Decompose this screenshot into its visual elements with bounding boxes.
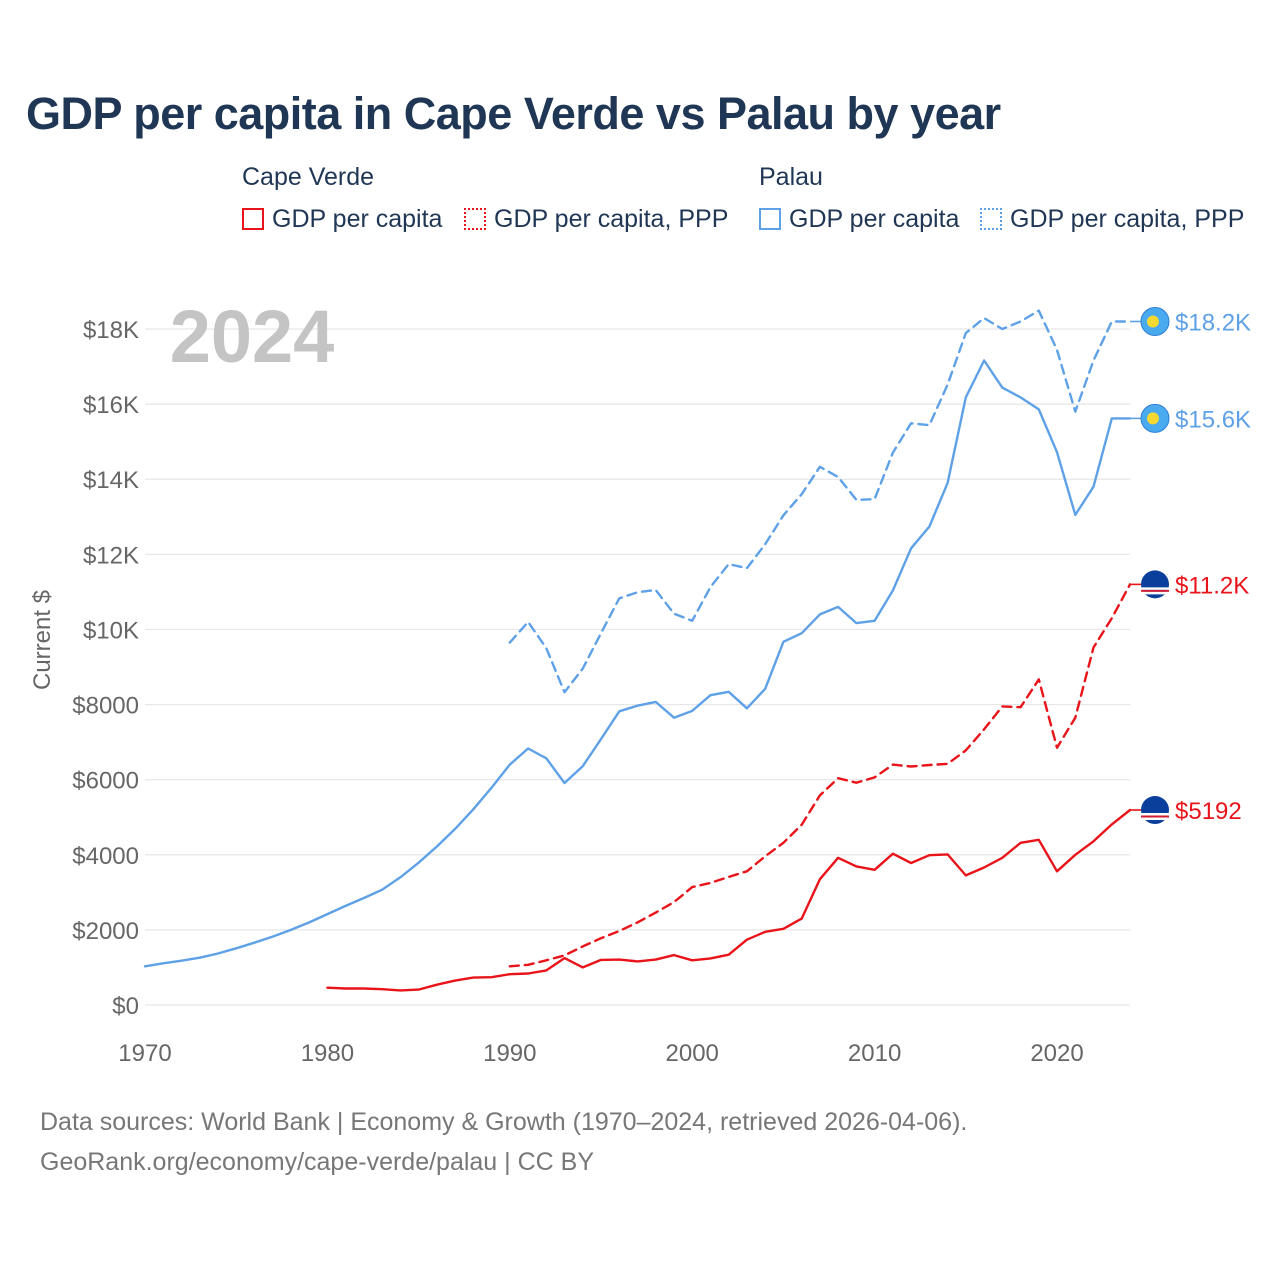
end-value-label: $18.2K: [1175, 309, 1251, 336]
legend-item-palau-ppp[interactable]: GDP per capita, PPP: [980, 204, 1244, 234]
series-line-palau-ppp: [508, 309, 1132, 694]
legend-swatch-solid-blue: [759, 208, 781, 230]
legend-group-cape-verde: Cape Verde: [242, 163, 375, 191]
x-tick-label: 2010: [848, 1040, 901, 1067]
palau-flag-icon: [1140, 403, 1170, 433]
series-line-cape_verde-gdp: [326, 808, 1132, 992]
y-tick-label: $4000: [72, 843, 139, 870]
x-tick-label: 2020: [1030, 1040, 1083, 1067]
series-line-palau-gdp: [143, 359, 1132, 968]
legend-item-palau-gdp[interactable]: GDP per capita: [759, 204, 959, 234]
flag-stripe-white: [1141, 817, 1169, 821]
legend-label: GDP per capita: [789, 204, 960, 233]
palau-flag-icon: [1140, 306, 1170, 336]
y-axis-title: Current $: [29, 590, 56, 690]
x-tick-label: 1990: [483, 1040, 536, 1067]
y-tick-label: $18K: [83, 317, 139, 344]
legend-label: GDP per capita, PPP: [1010, 204, 1245, 233]
legend-item-cape-verde-gdp[interactable]: GDP per capita: [242, 204, 442, 234]
flag-stripe-white: [1141, 813, 1169, 816]
cape-verde-flag-icon: [1141, 796, 1169, 825]
legend-swatch-dotted-red: [464, 208, 486, 230]
legend-swatch-dotted-blue: [980, 208, 1002, 230]
end-labels: $15.6K $18.2K $5192 $11.2K: [1130, 306, 1251, 825]
gridlines: [145, 328, 1130, 1006]
cape-verde-flag-icon: [1141, 570, 1169, 599]
end-value-label: $11.2K: [1175, 572, 1249, 599]
source-line-2[interactable]: GeoRank.org/economy/cape-verde/palau | C…: [40, 1148, 595, 1176]
chart-title: GDP per capita in Cape Verde vs Palau by…: [26, 88, 1001, 139]
y-tick-label: $16K: [83, 392, 139, 419]
flag-moon: [1147, 412, 1159, 425]
y-tick-label: $2000: [72, 918, 139, 945]
legend-swatch-solid-red: [242, 208, 264, 230]
y-tick-label: $12K: [83, 542, 139, 569]
axes: 2024 Current $ $0 $2000 $4000 $6000 $8000 $10…: [29, 295, 1084, 1067]
flag-moon: [1147, 315, 1159, 328]
y-tick-label: $10K: [83, 617, 139, 644]
series-line-cape_verde-ppp: [508, 583, 1132, 968]
x-tick-label: 2000: [666, 1040, 719, 1067]
x-tick-label: 1980: [301, 1040, 354, 1067]
flag-stripe-red: [1141, 589, 1169, 592]
y-tick-label: $8000: [72, 693, 139, 720]
y-tick-label: $0: [112, 993, 139, 1020]
y-tick-label: $6000: [72, 768, 139, 795]
legend-label: GDP per capita, PPP: [494, 204, 729, 233]
legend-item-cape-verde-ppp[interactable]: GDP per capita, PPP: [464, 204, 728, 234]
x-tick-label: 1970: [118, 1040, 171, 1067]
flag-stripe-white: [1141, 591, 1169, 595]
y-tick-label: $14K: [83, 467, 139, 494]
end-value-label: $15.6K: [1175, 406, 1251, 433]
flag-stripe-red: [1141, 815, 1169, 818]
source-line-1: Data sources: World Bank | Economy & Gro…: [40, 1108, 968, 1136]
series: [143, 309, 1132, 992]
legend-group-palau: Palau: [759, 163, 823, 191]
legend-label: GDP per capita: [272, 204, 443, 233]
flag-stripe-white: [1141, 587, 1169, 590]
year-watermark: 2024: [170, 295, 335, 378]
end-value-label: $5192: [1175, 798, 1242, 825]
